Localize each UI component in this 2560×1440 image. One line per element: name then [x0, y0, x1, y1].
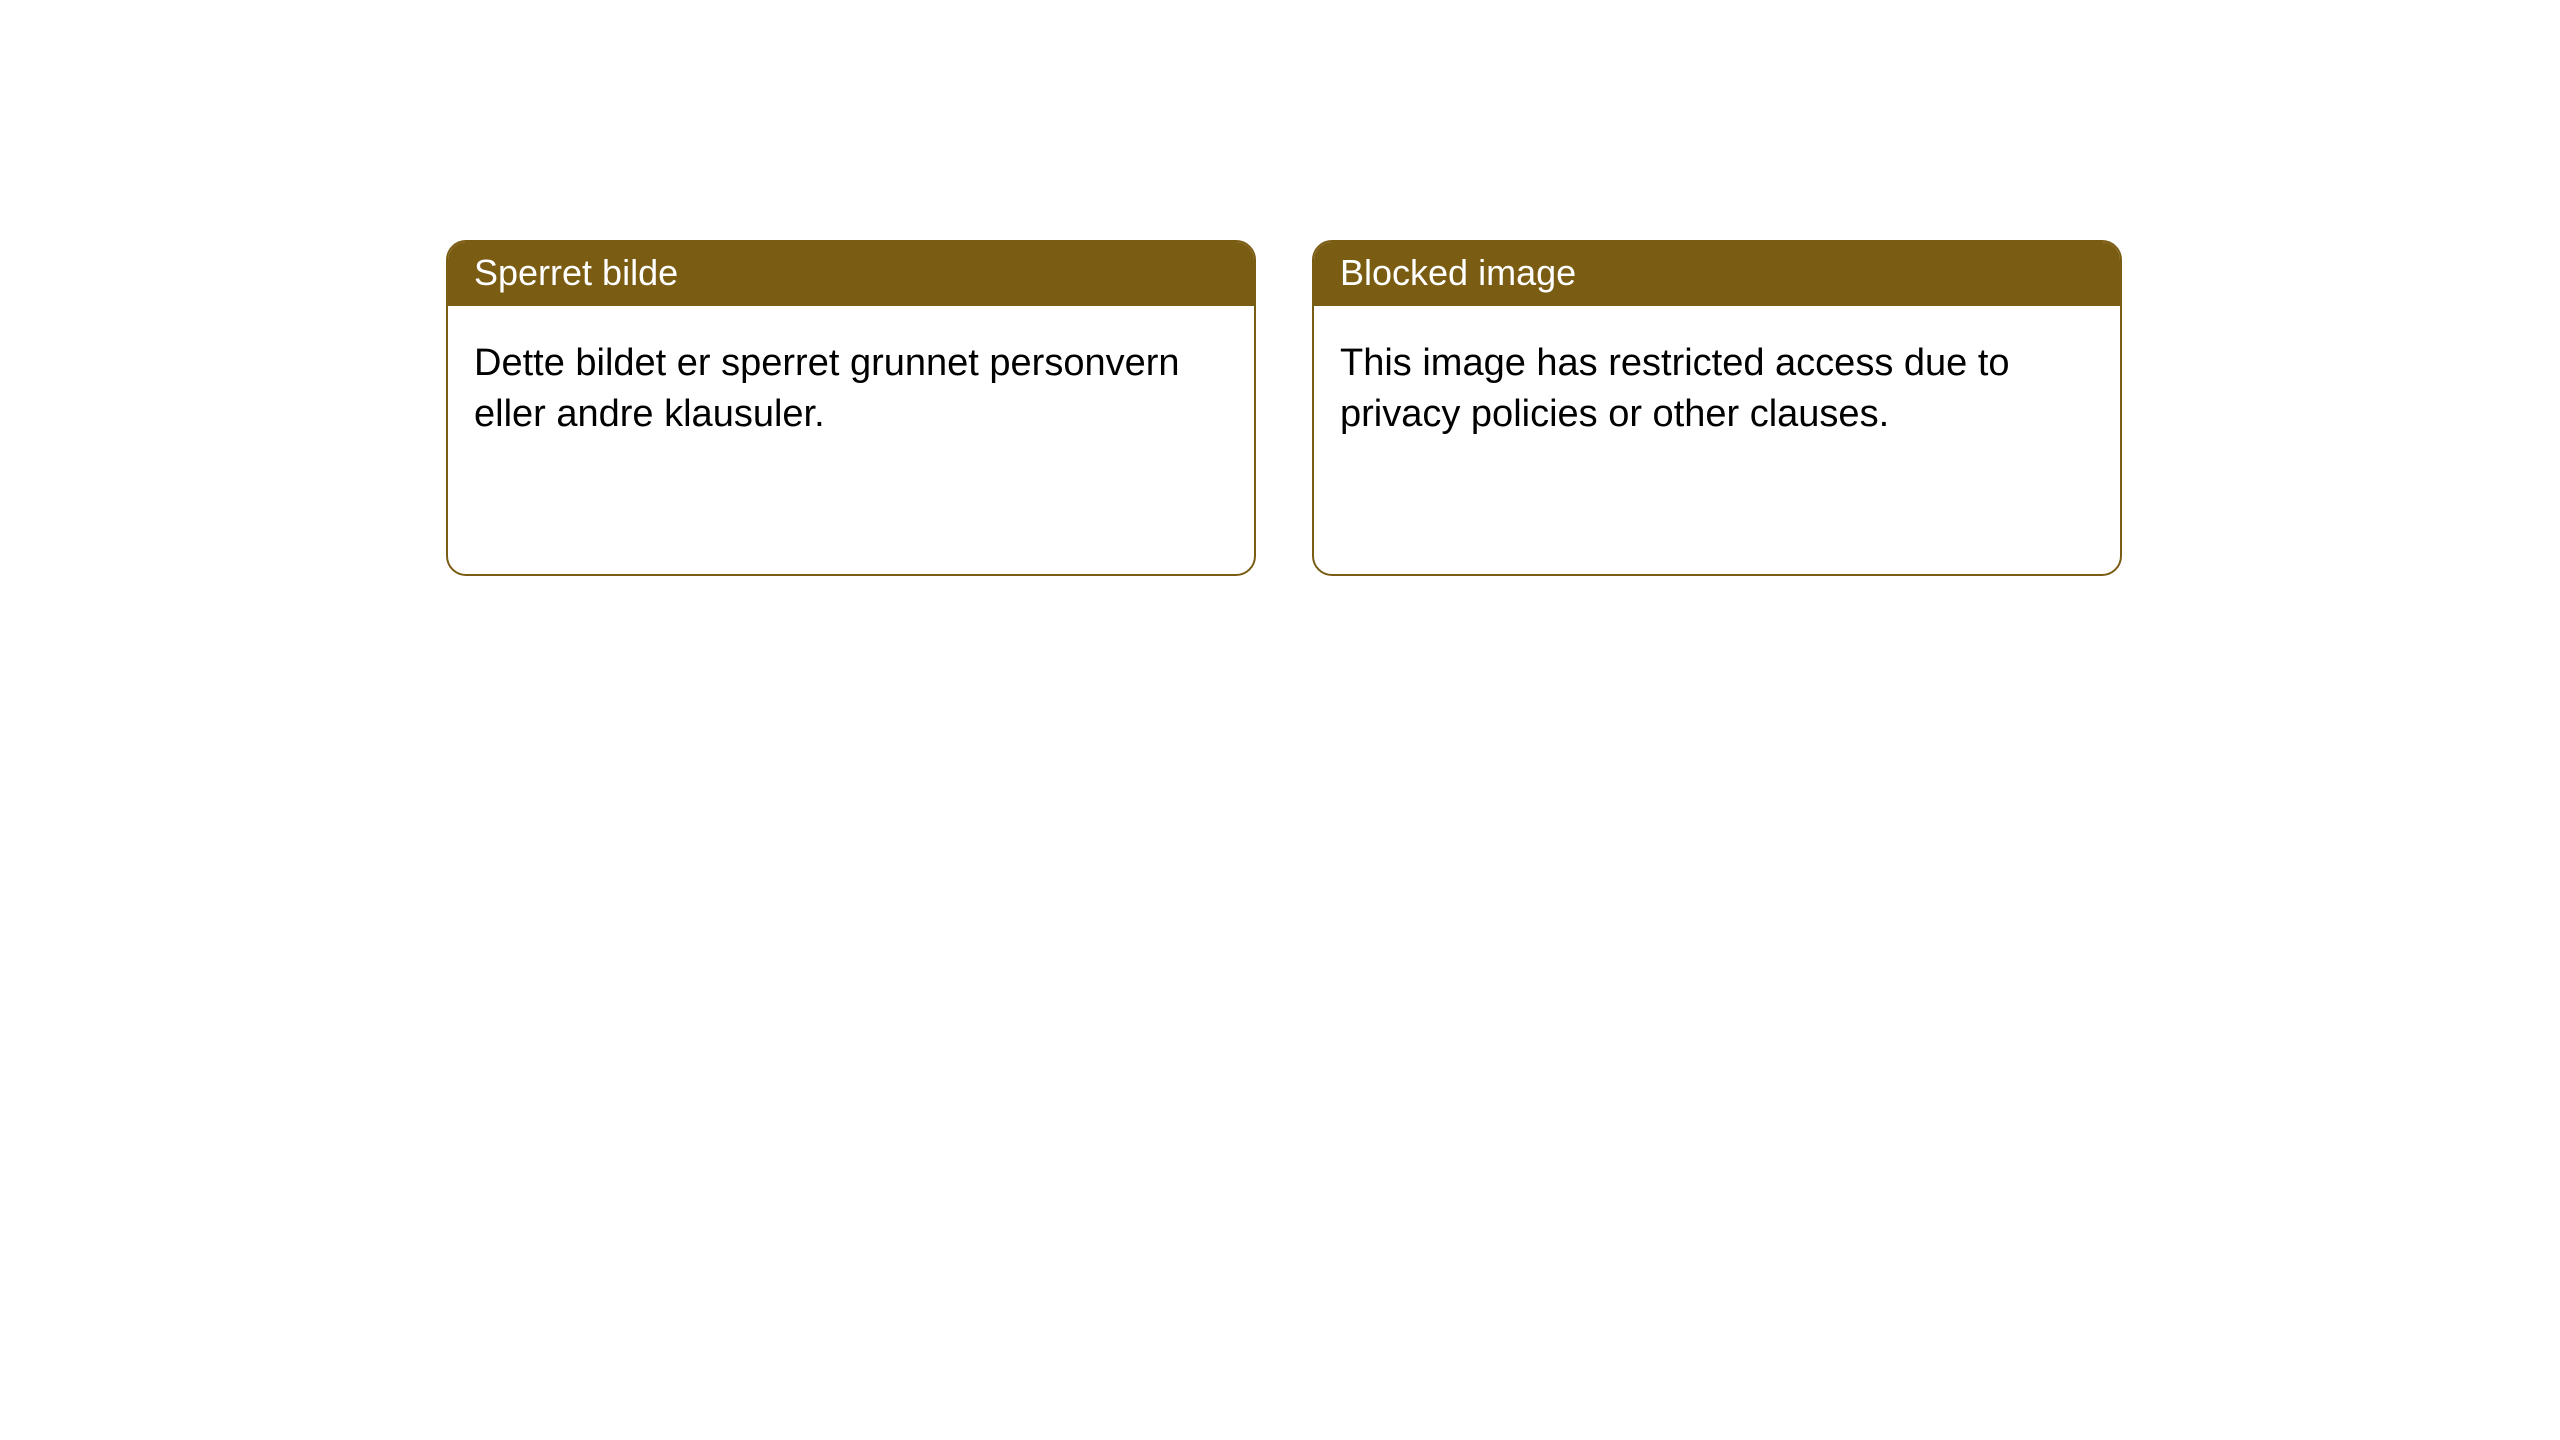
notice-box-norwegian: Sperret bilde Dette bildet er sperret gr…: [446, 240, 1256, 576]
notice-body-norwegian: Dette bildet er sperret grunnet personve…: [448, 306, 1254, 467]
notice-container: Sperret bilde Dette bildet er sperret gr…: [446, 240, 2122, 576]
notice-box-english: Blocked image This image has restricted …: [1312, 240, 2122, 576]
notice-header-norwegian: Sperret bilde: [448, 242, 1254, 306]
notice-body-english: This image has restricted access due to …: [1314, 306, 2120, 467]
notice-header-english: Blocked image: [1314, 242, 2120, 306]
